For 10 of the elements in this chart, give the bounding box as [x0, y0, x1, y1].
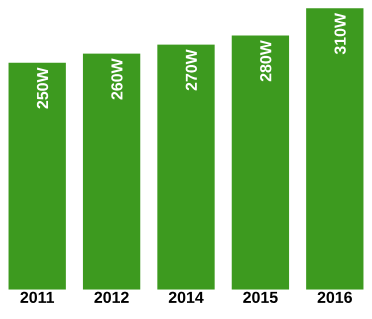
data-label: 250W — [36, 67, 48, 109]
x-tick-label: 2015 — [243, 292, 278, 303]
data-label: 280W — [260, 40, 272, 82]
x-tick-label: 2016 — [318, 292, 352, 303]
data-label: 270W — [186, 49, 197, 90]
data-label: 310W — [334, 13, 346, 54]
x-tick-label: 2011 — [20, 292, 54, 303]
x-tick-label: 2014 — [168, 292, 204, 303]
data-label: 260W — [111, 58, 123, 100]
x-tick-label: 2012 — [94, 292, 129, 303]
